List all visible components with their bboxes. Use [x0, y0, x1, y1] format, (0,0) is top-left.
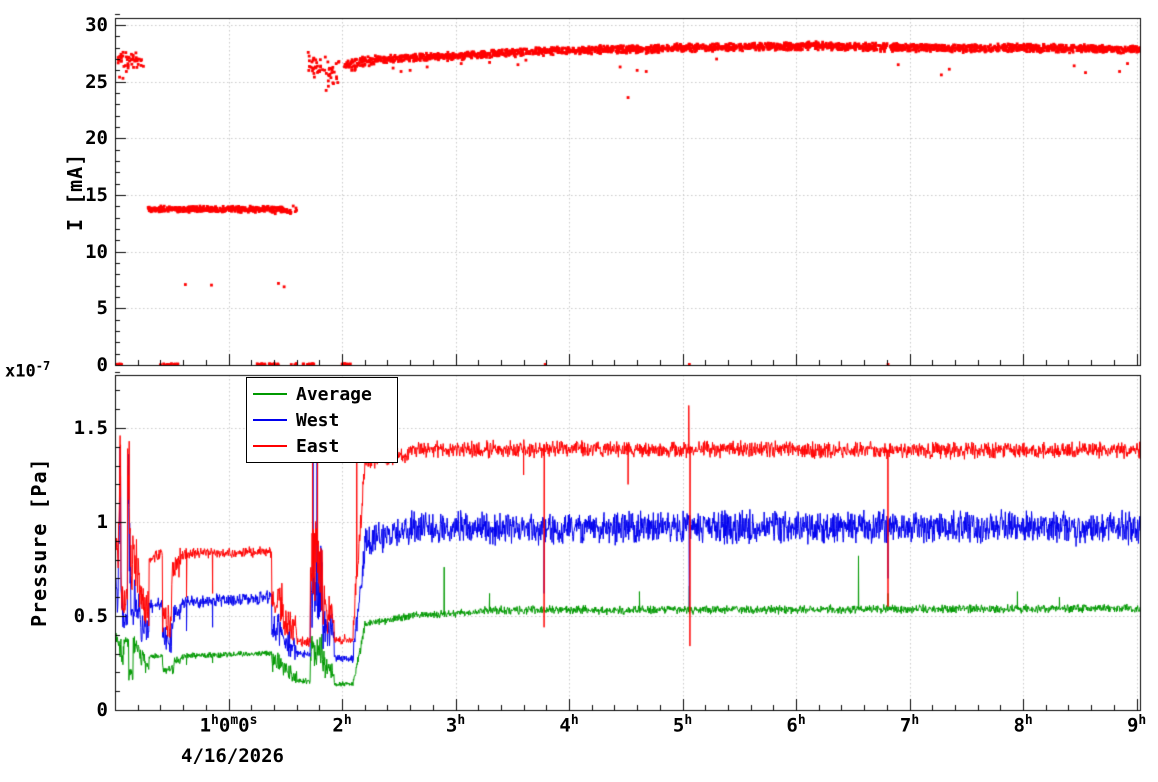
legend-line-swatch-east	[253, 445, 287, 447]
legend-line-swatch-average	[253, 393, 287, 395]
y-tick-label-current: 30	[85, 14, 108, 37]
y-tick-label-current: 20	[85, 127, 108, 150]
y-axis-exponent-label: x10-7	[5, 359, 50, 382]
legend-label-east: East	[296, 435, 340, 457]
x-tick-label: 2h	[332, 713, 352, 737]
legend-entry-west: West	[247, 407, 397, 433]
legend-line-swatch-west	[253, 419, 287, 421]
pressure-legend: Average West East	[246, 377, 398, 463]
exponent-mantissa: x10	[5, 361, 36, 382]
y-tick-label-pressure: 1	[96, 511, 108, 533]
x-tick-label: 6h	[786, 713, 806, 737]
legend-entry-average: Average	[247, 381, 397, 407]
x-tick-label: 4h	[559, 713, 579, 737]
x-tick-label: 8h	[1013, 713, 1033, 737]
y-tick-label-current: 15	[85, 184, 108, 206]
x-tick-label: 9h	[1126, 713, 1147, 737]
y-tick-label-current: 25	[85, 70, 108, 93]
y-tick-label-current: 5	[96, 297, 108, 320]
y-tick-label-pressure: 0	[96, 699, 108, 721]
x-tick-label: 1h0m0s	[199, 713, 258, 737]
exponent-power: -7	[35, 359, 51, 373]
y-tick-label-pressure: 0.5	[73, 605, 108, 627]
y-tick-label-current: 0	[96, 354, 108, 376]
y-tick-label-pressure: 1.5	[73, 417, 108, 439]
x-tick-label: 7h	[899, 713, 920, 737]
legend-label-west: West	[296, 409, 340, 431]
x-tick-label: 3h	[445, 713, 466, 737]
y-axis-title-pressure: Pressure [Pa]	[27, 457, 51, 628]
legend-label-average: Average	[296, 383, 372, 405]
legend-entry-east: East	[247, 433, 397, 459]
x-tick-label: 5h	[672, 713, 693, 737]
y-tick-label-current: 10	[85, 240, 108, 263]
date-label: 4/16/2026	[181, 745, 284, 767]
